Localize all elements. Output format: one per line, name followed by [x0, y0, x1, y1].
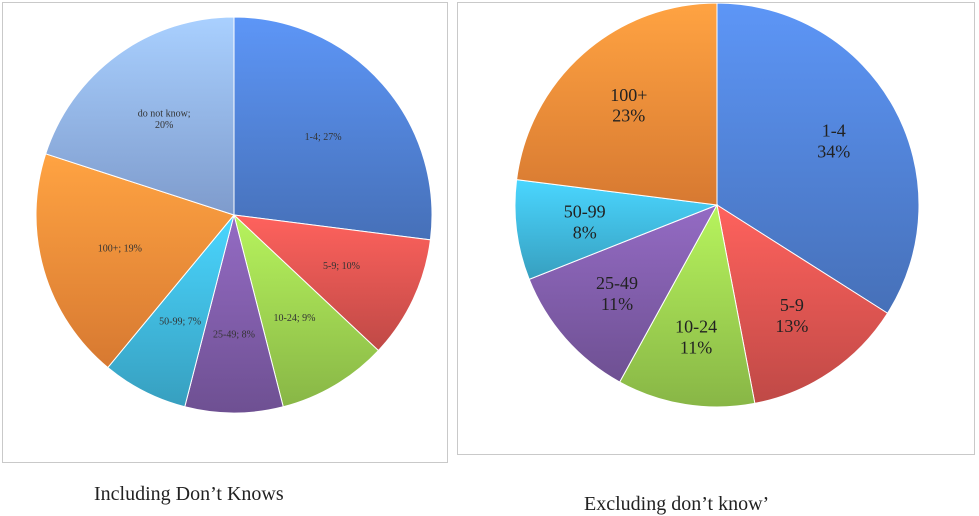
pie-label-25-49: 25-49; 8%	[213, 329, 255, 340]
pie-slice-100-	[35, 153, 235, 369]
pie-label-100-: 100+ 23%	[610, 85, 647, 126]
pie-chart-excluding-dont-know: 1-4 34% 5-9 13% 10-24 11% 25-49 11% 50-99 8% 100+ 2…	[457, 2, 975, 455]
pie-slice-50-99	[514, 179, 718, 281]
pie-label-50-99: 50-99 8%	[564, 202, 606, 243]
pie-label-50-99: 50-99; 7%	[159, 316, 201, 327]
pie-slice-do-not-know	[45, 16, 235, 216]
chart-title-right: Excluding don’t know’	[584, 493, 770, 515]
pie-label-25-49: 25-49 11%	[596, 273, 638, 314]
chart-title-left: Including Don’t Knows	[94, 483, 284, 505]
pie-slice-1-4	[716, 3, 920, 314]
pie-label-5-9: 5-9; 10%	[323, 261, 360, 272]
pie-slice-25-49	[184, 214, 284, 414]
pie-slice-10-24	[619, 203, 756, 408]
pie-label-10-24: 10-24; 9%	[274, 313, 316, 324]
pie-label-1-4: 1-4 34%	[817, 121, 850, 162]
pie-slice-1-4	[233, 16, 433, 241]
pie-label-do-not-know: do not know; 20%	[138, 109, 191, 132]
pie-slice-100-	[516, 3, 718, 206]
pie-chart-left-svg: 1-4; 27% 5-9; 10% 10-24; 9% 25-49; 8% 50-99;…	[35, 16, 433, 414]
pie-slice-5-9	[232, 214, 431, 352]
pie-label-1-4: 1-4; 27%	[305, 132, 342, 143]
pie-chart-right-svg: 1-4 34% 5-9 13% 10-24 11% 25-49 11% 50-99 8% 100+ 2…	[514, 3, 920, 408]
pie-slice-10-24	[233, 213, 380, 408]
pie-label-100-: 100+; 19%	[98, 244, 142, 255]
pie-slice-25-49	[528, 204, 719, 383]
pie-label-10-24: 10-24 11%	[675, 317, 717, 358]
pie-chart-including-dont-knows: 1-4; 27% 5-9; 10% 10-24; 9% 25-49; 8% 50-99;…	[2, 2, 448, 463]
pie-label-5-9: 5-9 13%	[775, 295, 808, 336]
pie-slice-5-9	[716, 203, 889, 405]
